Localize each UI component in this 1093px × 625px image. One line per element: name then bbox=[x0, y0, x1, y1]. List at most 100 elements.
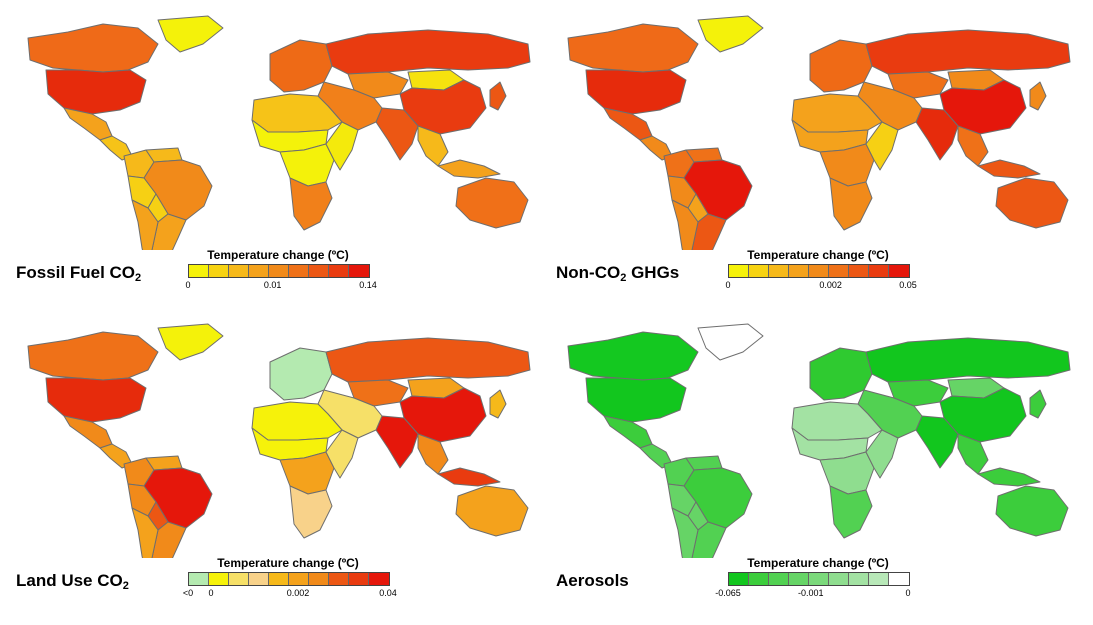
region-mexico bbox=[64, 108, 112, 140]
region-japan bbox=[490, 82, 506, 110]
legend-swatch-6 bbox=[829, 265, 849, 277]
legend-swatch-1 bbox=[189, 265, 209, 277]
panel-title-main: Fossil Fuel CO bbox=[16, 263, 135, 282]
legend-color-bar bbox=[728, 264, 910, 278]
legend-tick-label: 0.04 bbox=[379, 588, 397, 598]
region-usa bbox=[586, 70, 686, 114]
legend-swatch-3 bbox=[229, 265, 249, 277]
legend-swatch-5 bbox=[269, 265, 289, 277]
legend-tick-label: 0.002 bbox=[819, 280, 842, 290]
panel-title: Non-CO2 GHGs bbox=[556, 263, 679, 284]
legend-tick-label: 0.01 bbox=[264, 280, 282, 290]
color-legend: Temperature change (ºC) 0 0.002 0.05 bbox=[718, 248, 918, 298]
legend-swatch-4 bbox=[789, 265, 809, 277]
world-map bbox=[548, 318, 1088, 558]
legend-title: Temperature change (ºC) bbox=[178, 556, 398, 570]
legend-swatch-3 bbox=[229, 573, 249, 585]
region-australia bbox=[456, 486, 528, 536]
region-south-africa bbox=[830, 178, 872, 230]
legend-swatch-1 bbox=[729, 265, 749, 277]
region-canada bbox=[28, 332, 158, 380]
region-japan bbox=[1030, 390, 1046, 418]
region-south-africa bbox=[290, 178, 332, 230]
region-canada bbox=[568, 24, 698, 72]
world-map bbox=[8, 318, 548, 558]
legend-swatch-2 bbox=[749, 265, 769, 277]
legend-tick-label: -0.001 bbox=[798, 588, 824, 598]
legend-swatch-4 bbox=[249, 265, 269, 277]
region-japan bbox=[490, 390, 506, 418]
map-panel-non-co2: Non-CO2 GHGs Temperature change (ºC) 0 0.00… bbox=[548, 10, 1088, 315]
world-map bbox=[8, 10, 548, 250]
region-indonesia bbox=[438, 468, 500, 486]
legend-swatch-9 bbox=[889, 573, 909, 585]
legend-tick-label: <0 bbox=[183, 588, 193, 598]
legend-color-bar bbox=[728, 572, 910, 586]
map-panel-fossil-fuel: Fossil Fuel CO2 Temperature change (ºC) 0 0… bbox=[8, 10, 548, 315]
legend-title: Temperature change (ºC) bbox=[718, 556, 918, 570]
legend-swatch-6 bbox=[289, 573, 309, 585]
region-mexico bbox=[64, 416, 112, 448]
region-mexico bbox=[604, 416, 652, 448]
legend-tick-label: 0.14 bbox=[359, 280, 377, 290]
legend-swatch-10 bbox=[369, 573, 389, 585]
panel-title: Land Use CO2 bbox=[16, 571, 129, 592]
region-indonesia bbox=[978, 468, 1040, 486]
legend-tick-label: 0 bbox=[905, 588, 910, 598]
legend-swatch-6 bbox=[289, 265, 309, 277]
legend-tick-label: 0 bbox=[208, 588, 213, 598]
region-usa bbox=[46, 378, 146, 422]
region-south-africa bbox=[830, 486, 872, 538]
region-south-africa bbox=[290, 486, 332, 538]
panel-title-subscript: 2 bbox=[135, 272, 141, 284]
legend-tick-label: 0 bbox=[725, 280, 730, 290]
panel-title: Aerosols bbox=[556, 571, 629, 591]
region-russia bbox=[326, 338, 530, 382]
panel-title: Fossil Fuel CO2 bbox=[16, 263, 141, 284]
legend-swatch-2 bbox=[209, 265, 229, 277]
legend-swatch-5 bbox=[809, 265, 829, 277]
color-legend: Temperature change (ºC) -0.065 -0.001 0 bbox=[718, 556, 918, 606]
legend-title: Temperature change (ºC) bbox=[718, 248, 918, 262]
panel-title-suffix: GHGs bbox=[626, 263, 679, 282]
region-russia bbox=[866, 30, 1070, 74]
legend-swatch-9 bbox=[349, 573, 369, 585]
region-mexico bbox=[604, 108, 652, 140]
region-greenland bbox=[698, 16, 763, 52]
legend-swatch-4 bbox=[789, 573, 809, 585]
region-usa bbox=[586, 378, 686, 422]
region-russia bbox=[866, 338, 1070, 382]
panel-title-main: Non-CO bbox=[556, 263, 620, 282]
legend-color-bar bbox=[188, 572, 390, 586]
region-japan bbox=[1030, 82, 1046, 110]
legend-swatch-8 bbox=[869, 265, 889, 277]
legend-swatch-9 bbox=[889, 265, 909, 277]
region-greenland bbox=[698, 324, 763, 360]
legend-swatch-8 bbox=[329, 573, 349, 585]
region-indonesia bbox=[438, 160, 500, 178]
region-usa bbox=[46, 70, 146, 114]
color-legend: Temperature change (ºC) 0 0.01 0.14 bbox=[178, 248, 378, 298]
legend-tick-label: 0.05 bbox=[899, 280, 917, 290]
panel-title-subscript: 2 bbox=[123, 580, 129, 592]
legend-color-bar bbox=[188, 264, 370, 278]
color-legend: Temperature change (ºC) <0 0 0.002 0.04 bbox=[178, 556, 398, 606]
legend-swatch-7 bbox=[849, 265, 869, 277]
region-canada bbox=[568, 332, 698, 380]
legend-swatch-4 bbox=[249, 573, 269, 585]
legend-swatch-7 bbox=[309, 265, 329, 277]
legend-swatch-5 bbox=[269, 573, 289, 585]
legend-swatch-7 bbox=[309, 573, 329, 585]
legend-swatch-5 bbox=[809, 573, 829, 585]
region-australia bbox=[996, 178, 1068, 228]
legend-tick-label: -0.065 bbox=[715, 588, 741, 598]
region-canada bbox=[28, 24, 158, 72]
legend-swatch-9 bbox=[349, 265, 369, 277]
legend-swatch-3 bbox=[769, 573, 789, 585]
legend-swatch-2 bbox=[749, 573, 769, 585]
legend-tick-label: 0.002 bbox=[287, 588, 310, 598]
legend-swatch-7 bbox=[849, 573, 869, 585]
region-greenland bbox=[158, 16, 223, 52]
legend-tick-label: 0 bbox=[185, 280, 190, 290]
legend-swatch-1 bbox=[189, 573, 209, 585]
